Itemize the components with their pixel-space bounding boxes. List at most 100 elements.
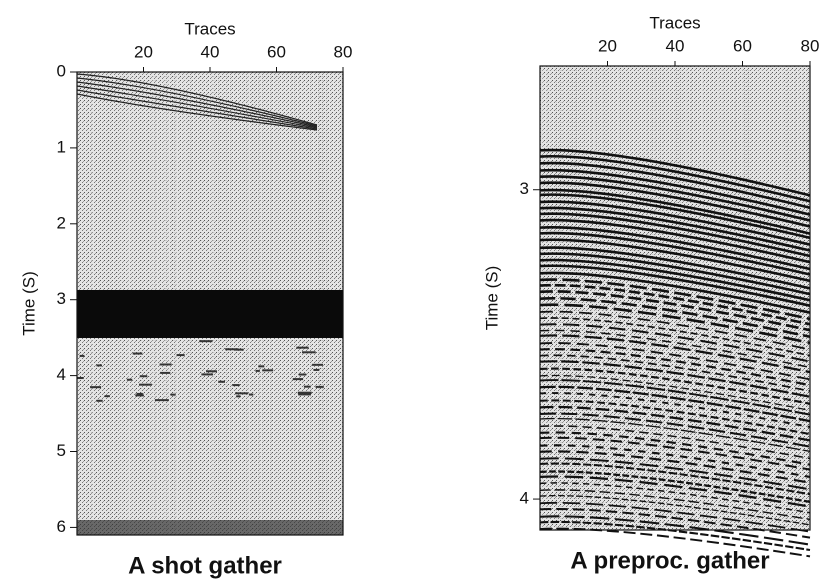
reflection — [539, 193, 811, 240]
reflection — [539, 385, 811, 423]
noise-blob — [232, 384, 240, 387]
reflection — [539, 436, 811, 471]
reflection — [539, 283, 811, 326]
reflection — [539, 444, 811, 478]
noise-blob — [235, 348, 244, 351]
noise-blob — [206, 370, 217, 373]
reflection — [539, 348, 811, 387]
seismic-panel — [539, 65, 811, 558]
reflection — [539, 218, 811, 264]
chart-title: A shot gather — [128, 552, 282, 579]
first-arrival — [76, 93, 318, 131]
y-axis-label: Time (S) — [19, 271, 38, 336]
reflection — [539, 148, 811, 197]
noise-blob — [255, 369, 260, 372]
x-tick-label: 40 — [201, 42, 220, 61]
reflection — [539, 200, 811, 246]
y-tick-label: 2 — [57, 213, 66, 232]
first-arrival — [76, 85, 318, 129]
reflection — [539, 392, 811, 428]
reflection — [539, 154, 811, 203]
reflection — [539, 515, 811, 546]
reflection — [539, 360, 811, 398]
noise-blob — [313, 368, 320, 371]
x-tick-label: 40 — [666, 36, 685, 55]
x-tick-label: 20 — [598, 36, 617, 55]
noise-blob — [135, 394, 144, 397]
reflection — [539, 462, 811, 496]
reflection — [539, 425, 811, 460]
y-tick-label: 0 — [57, 61, 66, 80]
first-arrival — [76, 89, 318, 130]
reflection — [539, 290, 811, 332]
reflection — [539, 489, 811, 521]
noise-blob — [311, 363, 323, 366]
reflection — [539, 482, 811, 514]
y-tick-label: 3 — [57, 289, 66, 308]
x-tick-label: 80 — [801, 36, 820, 55]
reflection — [539, 175, 811, 222]
reflection — [539, 412, 811, 448]
reflection — [539, 278, 811, 321]
noise-blob — [298, 373, 307, 376]
noise-blob — [248, 393, 254, 396]
noise-blob — [296, 346, 309, 349]
noise-blob — [90, 386, 102, 389]
noise-blob — [303, 385, 311, 388]
noise-blob — [262, 369, 274, 372]
reflection — [539, 317, 811, 357]
noise-blob — [170, 393, 176, 396]
noise-blob — [132, 352, 143, 355]
reflection — [539, 367, 811, 405]
reflection — [539, 470, 811, 504]
noise-blob — [77, 377, 84, 380]
noise-blob — [154, 399, 169, 402]
y-tick-label: 6 — [57, 517, 66, 536]
reflection — [539, 431, 811, 466]
first-arrival — [76, 73, 318, 126]
reflection — [539, 188, 811, 235]
noise-blob — [236, 395, 241, 398]
reflection — [539, 303, 811, 345]
reflection — [539, 501, 811, 533]
noise-blob — [218, 380, 225, 383]
reflection — [539, 252, 811, 296]
reflection — [539, 264, 811, 307]
x-tick-label: 60 — [733, 36, 752, 55]
reflection — [539, 271, 811, 314]
noise-blob — [199, 340, 213, 343]
reflection-band — [77, 290, 343, 338]
noise-blob — [79, 354, 85, 357]
x-axis-label: Traces — [184, 19, 235, 38]
noise-blob — [104, 395, 110, 398]
y-axis-label: Time (S) — [482, 266, 501, 331]
y-tick-label: 4 — [520, 489, 529, 508]
reflection — [539, 527, 811, 558]
noise-blob — [298, 393, 311, 396]
reflection — [539, 475, 811, 508]
reflection — [539, 161, 811, 210]
first-arrival — [76, 77, 318, 127]
x-tick-label: 20 — [134, 42, 153, 61]
reflection — [539, 258, 811, 302]
reflection — [539, 206, 811, 252]
reflection — [539, 354, 811, 392]
seismic-panel — [76, 71, 344, 536]
reflection — [539, 329, 811, 369]
noise-blob — [297, 391, 312, 394]
noise-blob — [136, 392, 143, 395]
reflection — [539, 181, 811, 228]
reflection — [539, 379, 811, 416]
noise-blob — [201, 373, 214, 376]
noise-blob — [225, 348, 239, 351]
y-tick-label: 4 — [57, 365, 66, 384]
reflection — [539, 238, 811, 283]
reflection — [539, 323, 811, 363]
reflection — [539, 399, 811, 436]
y-tick-label: 5 — [57, 441, 66, 460]
y-tick-label: 3 — [520, 179, 529, 198]
noise-blob — [258, 365, 265, 368]
reflection — [539, 246, 811, 290]
noise-blob — [160, 371, 171, 374]
